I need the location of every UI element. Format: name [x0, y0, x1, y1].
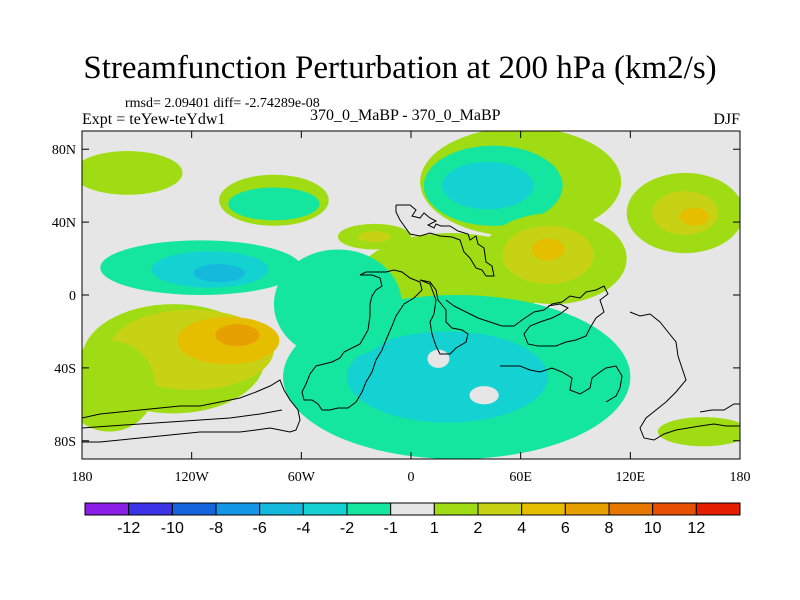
- contour-region-7: [442, 161, 534, 210]
- experiment-label: Expt = teYew-teYdw1: [82, 111, 226, 128]
- colorbar-box-5: [302, 502, 348, 516]
- contour-region-4: [357, 231, 391, 243]
- colorbar-box-9: [477, 502, 523, 516]
- coastline-greenland: [699, 403, 740, 413]
- season-label: DJF: [713, 111, 740, 128]
- x-tick-label-3: 0: [408, 470, 415, 485]
- coastline-africa-west: [419, 279, 469, 355]
- colorbar-box-4: [259, 502, 304, 516]
- colorbar-label-9: 4: [517, 520, 526, 537]
- x-tick-label-6: 180: [730, 470, 751, 485]
- colorbar-box-2: [171, 502, 217, 516]
- colorbar-box-14: [695, 502, 741, 516]
- x-axis: 180 120W 60W 0 60E 120E 180: [72, 131, 751, 485]
- colorbar-box-12: [608, 502, 654, 516]
- colorbar-label-0: -12: [117, 520, 140, 537]
- coastline-australia: [500, 365, 623, 403]
- colorbar: -12 -10 -8 -6 -4 -2 -1 1 2 4 6 8 10 12: [84, 502, 741, 537]
- colorbar-label-1: -10: [161, 520, 184, 537]
- y-tick-label-1: 40N: [52, 216, 76, 231]
- coastline-east-asia: [629, 311, 740, 441]
- colorbar-box-10: [521, 502, 566, 516]
- y-tick-label-0: 80N: [52, 143, 76, 158]
- x-tick-label-0: 180: [72, 470, 93, 485]
- x-tick-label-1: 120W: [175, 470, 210, 485]
- chart-title: Streamfunction Perturbation at 200 hPa (…: [83, 50, 717, 86]
- colorbar-label-8: 2: [474, 520, 483, 537]
- colorbar-label-3: -6: [253, 520, 267, 537]
- contour-region-25: [273, 249, 402, 359]
- x-tick-label-4: 60E: [509, 470, 532, 485]
- colorbar-box-0: [84, 502, 130, 516]
- contour-region-24: [347, 331, 549, 423]
- colorbar-label-6: -1: [384, 520, 398, 537]
- coastline-north-america: [395, 204, 495, 277]
- contour-region-28: [657, 417, 740, 447]
- stats-label: rmsd= 2.09401 diff= -2.74289e-08: [125, 96, 320, 111]
- colorbar-label-7: 1: [430, 520, 439, 537]
- colorbar-label-5: -2: [340, 520, 354, 537]
- contour-region-2: [228, 187, 320, 221]
- colorbar-box-3: [215, 502, 261, 516]
- y-tick-label-4: 80S: [54, 435, 76, 450]
- y-tick-label-3: 40S: [54, 362, 76, 377]
- colorbar-box-13: [652, 502, 697, 516]
- colorbar-label-2: -8: [209, 520, 223, 537]
- colorbar-box-6: [346, 502, 392, 516]
- colorbar-label-13: 12: [687, 520, 705, 537]
- contour-field: [82, 131, 740, 459]
- colorbar-label-12: 10: [644, 520, 662, 537]
- contour-region-27: [469, 386, 499, 405]
- contour-region-17: [193, 264, 245, 283]
- coastline-antarctica: [82, 379, 301, 443]
- coastline-south-america: [301, 269, 423, 411]
- colorbar-box-7: [390, 502, 435, 516]
- contour-region-11: [531, 238, 565, 261]
- contour-region-26: [427, 349, 450, 368]
- contour-region-21: [215, 324, 260, 347]
- x-tick-label-2: 60W: [288, 470, 316, 485]
- coastline-asia: [445, 285, 609, 347]
- y-axis: 80N 40N 0 40S 80S: [52, 143, 740, 450]
- colorbar-box-8: [433, 502, 479, 516]
- contour-region-22: [82, 340, 156, 432]
- colorbar-label-4: -4: [296, 520, 310, 537]
- center-label: 370_0_MaBP - 370_0_MaBP: [310, 107, 501, 124]
- colorbar-box-11: [564, 502, 610, 516]
- y-tick-label-2: 0: [69, 289, 76, 304]
- contour-region-0: [82, 151, 183, 195]
- contour-region-14: [679, 207, 709, 226]
- colorbar-label-10: 6: [561, 520, 570, 537]
- x-tick-label-5: 120E: [616, 470, 646, 485]
- coastline-layer: [82, 204, 740, 443]
- colorbar-label-11: 8: [605, 520, 614, 537]
- colorbar-box-1: [128, 502, 173, 516]
- coastline-antarctica-peninsula: [82, 409, 283, 429]
